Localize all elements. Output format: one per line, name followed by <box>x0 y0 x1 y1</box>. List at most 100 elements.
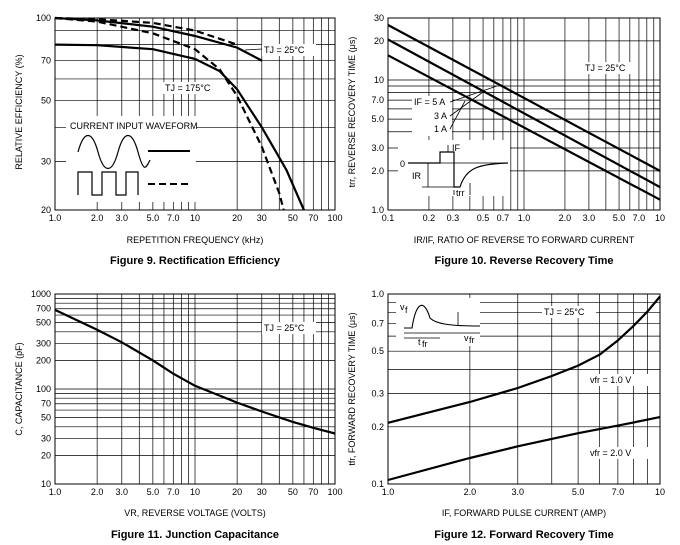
figure-12-forward-recovery-time: 1.0 2.0 3.0 5.0 7.0 10 0.1 0.2 0.3 0.5 0.7 1.0 IF, … <box>347 289 665 541</box>
fig10-frame <box>387 17 661 211</box>
fig10-x-tick-label: 7.0 <box>633 213 646 223</box>
fig12-label-tj-25: TJ = 25°C <box>544 307 585 317</box>
fig9-label-tj-175: TJ = 175°C <box>165 83 211 93</box>
fig12-inset-vf-sub: f <box>405 305 408 315</box>
fig10-y-tick-label: 30 <box>374 13 384 23</box>
fig12-y-tick-label: 1.0 <box>371 289 384 299</box>
fig9-x-tick-label: 3.0 <box>116 213 129 223</box>
fig9-x-tick-label: 70 <box>308 213 318 223</box>
fig12-series-line <box>387 295 661 424</box>
fig10-test-waveform-inset: 0 IF IR trr <box>398 140 510 198</box>
fig12-inset-tfr-sub: fr <box>422 339 428 349</box>
fig11-y-tick-label: 700 <box>36 304 51 314</box>
fig9-y-tick-label: 70 <box>41 56 51 66</box>
fig11-y-tick-label: 70 <box>41 399 51 409</box>
fig9-label-tj-25: TJ = 25°C <box>264 45 305 55</box>
fig10-y-axis-label: trr, REVERSE RECOVERY TIME (μs) <box>347 37 357 188</box>
fig12-y-axis-label: tfr, FORWARD RECOVERY TIME (μs) <box>347 312 357 465</box>
fig9-y-axis-label: RELATIVE EFFICIENCY (%) <box>14 54 24 169</box>
figure-10-reverse-recovery-time: 0.1 0.2 0.3 0.5 0.7 1.0 2.0 3.0 5.0 7.0 10 1.0 2.0 3.… <box>347 13 665 267</box>
fig10-label-trr: trr <box>456 188 465 198</box>
fig11-y-tick-label: 200 <box>36 355 51 365</box>
fig10-x-tick-label: 1.0 <box>518 213 531 223</box>
fig9-x-tick-label: 50 <box>288 213 298 223</box>
fig10-label-tj-25: TJ = 25°C <box>585 63 626 73</box>
fig12-caption: Figure 12. Forward Recovery Time <box>434 529 614 541</box>
fig9-series-line <box>54 16 285 211</box>
fig12-y-tick-label: 0.2 <box>371 422 384 432</box>
fig11-x-tick-label: 70 <box>308 487 318 497</box>
fig10-x-tick-label: 0.3 <box>447 213 460 223</box>
fig9-x-tick-label: 7.0 <box>167 213 180 223</box>
fig10-x-tick-label: 5.0 <box>613 213 626 223</box>
fig12-x-tick-label: 2.0 <box>464 487 477 497</box>
fig9-caption: Figure 9. Rectification Efficiency <box>110 255 281 267</box>
fig10-series-line <box>387 24 661 172</box>
fig11-x-tick-label: 5.0 <box>147 487 160 497</box>
fig11-y-tick-label: 10 <box>41 479 51 489</box>
fig9-x-tick-label: 10 <box>190 213 200 223</box>
fig10-x-tick-label: 0.2 <box>423 213 436 223</box>
fig9-y-tick-label: 50 <box>41 96 51 106</box>
fig11-y-tick-label: 20 <box>41 450 51 460</box>
fig12-y-tick-label: 0.3 <box>371 388 384 398</box>
fig10-series-line <box>387 54 661 201</box>
fig11-x-tick-label: 30 <box>257 487 267 497</box>
fig9-x-axis-label: REPETITION FREQUENCY (kHz) <box>127 235 264 245</box>
fig9-frame <box>54 17 336 211</box>
square-waveform-icon <box>77 171 139 196</box>
fig10-label-3a: 3 A <box>434 111 447 121</box>
fig12-x-tick-label: 7.0 <box>612 487 625 497</box>
fig12-series-line <box>387 416 661 482</box>
fig11-x-axis-label: VR, REVERSE VOLTAGE (VOLTS) <box>124 508 266 518</box>
fig11-x-tick-label: 20 <box>232 487 242 497</box>
fig10-y-tick-label: 5.0 <box>371 114 384 124</box>
figure-9-rectification-efficiency: 1.0 2.0 3.0 5.0 7.0 10 20 30 50 70 10020305070100 … <box>14 13 343 267</box>
fig12-inset-vf-label: v <box>400 302 405 312</box>
fig10-x-tick-label: 0.1 <box>382 213 395 223</box>
fig11-x-tick-label: 3.0 <box>116 487 129 497</box>
fig10-series-line <box>387 38 661 189</box>
fig10-x-tick-label: 2.0 <box>559 213 572 223</box>
fig10-label-zero: 0 <box>400 159 405 169</box>
fig10-label-5a: IF = 5 A <box>414 97 445 107</box>
fig9-x-tick-label: 1.0 <box>49 213 62 223</box>
fig9-waveform-legend: CURRENT INPUT WAVEFORM <box>66 116 198 202</box>
fig10-label-1a: 1 A <box>434 124 447 134</box>
fig10-x-tick-label: 0.7 <box>497 213 510 223</box>
fig11-x-tick-label: 2.0 <box>91 487 104 497</box>
fig12-x-axis-label: IF, FORWARD PULSE CURRENT (AMP) <box>442 508 606 518</box>
fig10-label-if: IF <box>452 143 461 153</box>
fig11-y-tick-label: 100 <box>36 384 51 394</box>
fig11-curves <box>54 308 336 435</box>
fig11-ticklabels: 1.0 2.0 3.0 5.0 7.0 10 20 30 50 70 100 10 20 30 50 70 10… <box>31 289 343 497</box>
fig12-label-vfr-2: vfr = 2.0 V <box>590 448 631 458</box>
fig11-y-tick-label: 50 <box>41 413 51 423</box>
fig11-x-tick-label: 50 <box>288 487 298 497</box>
fig11-series-line <box>54 308 336 435</box>
fig12-y-tick-label: 0.7 <box>371 318 384 328</box>
fig11-y-tick-label: 30 <box>41 434 51 444</box>
fig9-x-tick-label: 20 <box>232 213 242 223</box>
fig10-y-tick-label: 3.0 <box>371 143 384 153</box>
fig12-inset-vfr-sub: fr <box>469 335 475 345</box>
fig11-y-tick-label: 1000 <box>31 289 51 299</box>
fig12-label-vfr-1: vfr = 1.0 V <box>590 375 631 385</box>
fig9-x-tick-label: 30 <box>257 213 267 223</box>
fig11-x-tick-label: 7.0 <box>167 487 180 497</box>
fig10-y-tick-label: 7.0 <box>371 95 384 105</box>
fig12-inset-vfr-label: v <box>464 333 469 343</box>
fig10-y-tick-label: 1.0 <box>371 205 384 215</box>
fig11-x-tick-label: 10 <box>190 487 200 497</box>
fig12-y-tick-label: 0.1 <box>371 479 384 489</box>
fig12-frame <box>387 293 661 485</box>
fig10-label-ir: IR <box>412 171 422 181</box>
fig9-ticklabels: 1.0 2.0 3.0 5.0 7.0 10 20 30 50 70 100 20 30 50 70 100 <box>36 13 343 223</box>
fig11-y-tick-label: 300 <box>36 339 51 349</box>
fig12-curves <box>387 295 661 482</box>
fig10-x-tick-label: 3.0 <box>583 213 596 223</box>
fig11-label-tj-25: TJ = 25°C <box>264 323 305 333</box>
sine-waveform-icon <box>77 134 151 170</box>
fig12-x-tick-label: 5.0 <box>572 487 585 497</box>
fig11-y-axis-label: C, CAPACITANCE (pF) <box>14 342 24 435</box>
